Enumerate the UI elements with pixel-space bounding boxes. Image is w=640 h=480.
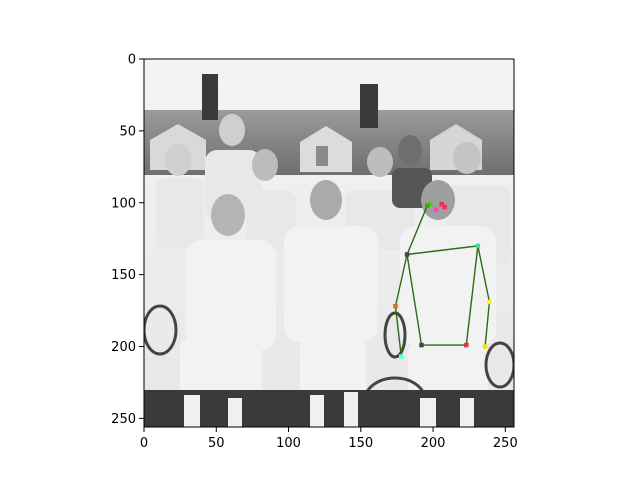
- y-tick-label: 150: [111, 268, 136, 283]
- x-tick-label: 100: [276, 436, 301, 451]
- x-tick-label: 0: [140, 436, 148, 451]
- x-axis: 0 50 100 150 200 250: [140, 427, 518, 451]
- keypoints: [393, 201, 492, 359]
- x-tick-label: 150: [348, 436, 373, 451]
- skeleton-edge-left_shoulder-left_hip: [465, 245, 479, 346]
- keypoint-right_elbow: [393, 304, 398, 309]
- skeleton-edge-right_shoulder-right_elbow: [394, 254, 408, 307]
- keypoint-right_eye: [427, 201, 433, 207]
- photo-image: [144, 59, 514, 427]
- skeleton-edge-left_elbow-left_wrist: [484, 301, 491, 347]
- skeleton-edge-right_ear-right_shoulder: [406, 205, 428, 255]
- keypoint-right_wrist: [399, 354, 404, 359]
- skeleton-edge-right_elbow-right_wrist: [394, 306, 402, 357]
- axes-frame: [143, 58, 515, 428]
- skeleton-edge-right_shoulder-left_shoulder: [406, 245, 478, 256]
- y-axis: 0 50 100 150 200 250: [111, 53, 144, 427]
- y-tick-label: 200: [111, 340, 136, 355]
- skeleton-edge-right_shoulder-right_hip: [406, 254, 423, 346]
- keypoint-left_eye: [439, 201, 444, 207]
- x-tick-label: 250: [493, 436, 518, 451]
- keypoint-right_hip: [419, 342, 424, 348]
- y-tick-label: 0: [128, 53, 136, 68]
- keypoint-right_shoulder: [404, 252, 410, 257]
- keypoint-left_elbow: [487, 299, 492, 305]
- keypoint-left_ear: [442, 204, 447, 210]
- x-tick-label: 200: [421, 436, 446, 451]
- keypoint-left_wrist: [482, 344, 488, 349]
- keypoint-left_shoulder: [475, 243, 481, 249]
- y-tick-label: 100: [111, 196, 136, 211]
- skeleton-edges: [394, 205, 491, 357]
- y-tick-label: 50: [119, 124, 136, 139]
- keypoint-left_hip: [464, 342, 469, 348]
- keypoint-right_ear: [425, 203, 430, 208]
- skeleton-edge-left_shoulder-left_elbow: [477, 245, 491, 303]
- keypoint-nose: [433, 207, 439, 213]
- x-tick-label: 50: [208, 436, 225, 451]
- y-tick-label: 250: [111, 412, 136, 427]
